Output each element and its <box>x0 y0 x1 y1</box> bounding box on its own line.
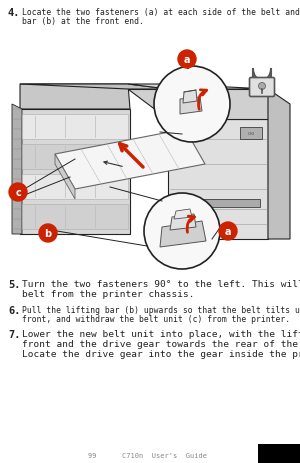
Polygon shape <box>22 205 128 230</box>
Circle shape <box>259 83 266 90</box>
Text: bar (b) at the front end.: bar (b) at the front end. <box>22 17 144 26</box>
Polygon shape <box>22 144 128 169</box>
Circle shape <box>144 194 220 269</box>
Polygon shape <box>183 91 197 104</box>
Polygon shape <box>128 85 268 90</box>
Polygon shape <box>12 105 22 234</box>
Polygon shape <box>128 90 268 120</box>
Text: a: a <box>225 226 231 237</box>
Polygon shape <box>240 128 262 140</box>
Text: c: c <box>15 188 21 198</box>
Text: front, and withdraw the belt unit (c) from the printer.: front, and withdraw the belt unit (c) fr… <box>22 314 290 323</box>
Circle shape <box>9 184 27 201</box>
Text: 6.: 6. <box>8 305 20 315</box>
Text: 5.: 5. <box>8 279 20 289</box>
Polygon shape <box>174 210 192 219</box>
Polygon shape <box>168 120 268 239</box>
Text: 99      C710n  User's  Guide: 99 C710n User's Guide <box>88 452 208 458</box>
Circle shape <box>154 67 230 143</box>
Circle shape <box>39 225 57 243</box>
Polygon shape <box>160 221 206 247</box>
Text: Locate the drive gear into the gear inside the printer by the: Locate the drive gear into the gear insi… <box>22 349 300 358</box>
Polygon shape <box>20 110 130 234</box>
Polygon shape <box>22 115 128 140</box>
Text: Pull the lifting bar (b) upwards so that the belt tilts up towards the: Pull the lifting bar (b) upwards so that… <box>22 305 300 314</box>
Text: OKI: OKI <box>248 131 254 136</box>
Text: a: a <box>184 55 190 65</box>
Polygon shape <box>20 85 130 110</box>
FancyBboxPatch shape <box>250 78 274 97</box>
Text: 7.: 7. <box>8 329 20 339</box>
Polygon shape <box>268 90 290 239</box>
Polygon shape <box>20 85 168 90</box>
Text: 4.: 4. <box>8 8 20 18</box>
Circle shape <box>178 51 196 69</box>
Circle shape <box>219 223 237 240</box>
Polygon shape <box>175 200 260 207</box>
Polygon shape <box>55 130 205 189</box>
Text: Turn the two fasteners 90° to the left. This will release the: Turn the two fasteners 90° to the left. … <box>22 279 300 288</box>
Text: Locate the two fasteners (a) at each side of the belt and the lifting: Locate the two fasteners (a) at each sid… <box>22 8 300 17</box>
Text: Lower the new belt unit into place, with the lifting bar at the: Lower the new belt unit into place, with… <box>22 329 300 338</box>
Text: b: b <box>44 229 52 238</box>
Polygon shape <box>180 98 202 115</box>
Polygon shape <box>22 175 128 200</box>
Text: front and the drive gear towards the rear of the printer.: front and the drive gear towards the rea… <box>22 339 300 348</box>
Polygon shape <box>170 214 196 231</box>
Text: belt from the printer chassis.: belt from the printer chassis. <box>22 289 194 298</box>
Bar <box>258 444 300 463</box>
Polygon shape <box>55 155 75 200</box>
